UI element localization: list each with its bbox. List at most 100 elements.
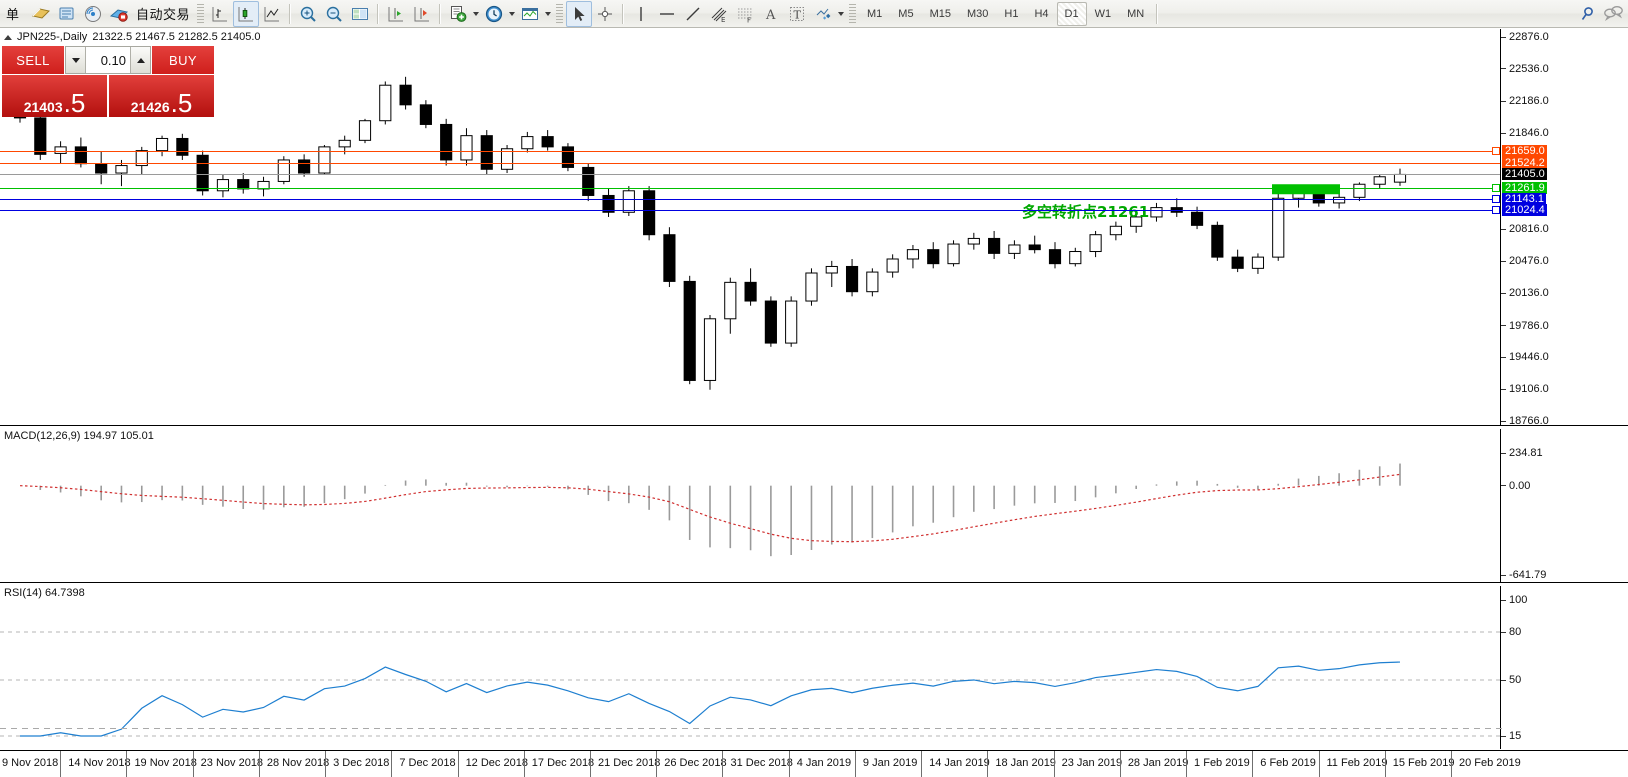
timeframe-d1[interactable]: D1 (1056, 1, 1087, 26)
autotrade-icon[interactable] (106, 1, 132, 27)
data-center-icon[interactable] (54, 1, 80, 27)
volume-input[interactable]: 0.10 (86, 47, 130, 73)
price-level-label[interactable]: 21261.9 (1502, 181, 1547, 194)
time-axis-separator (921, 751, 923, 777)
price-level-line[interactable] (0, 209, 1500, 211)
price-level-line[interactable] (0, 187, 1500, 189)
price-chart-pane[interactable]: 多空转折点21261 22876.0 22536.0 22186.0 21846.0 2… (0, 29, 1628, 427)
text-label-icon[interactable]: A (758, 1, 784, 27)
price-level-handle[interactable] (1492, 205, 1500, 214)
highlight-rectangle[interactable] (1272, 184, 1340, 195)
tile-windows-icon[interactable] (347, 1, 373, 27)
time-grid-tick (231, 728, 237, 729)
buy-price-decimal: .5 (170, 87, 193, 118)
price-level-line[interactable] (0, 198, 1500, 200)
candlestick-chart-icon[interactable] (233, 0, 260, 27)
time-grid-tick (418, 728, 424, 729)
candle-body (866, 271, 879, 293)
candle-body (947, 243, 960, 265)
price-level-label[interactable]: 21524.2 (1502, 157, 1547, 170)
toolbar-grip-3[interactable] (849, 3, 857, 24)
timeframe-w1[interactable]: W1 (1094, 7, 1112, 20)
collapse-triangle-icon[interactable] (4, 34, 12, 40)
chart-shift-icon[interactable] (383, 1, 409, 27)
buy-price[interactable]: 21426 .5 (109, 75, 214, 117)
price-axis[interactable]: 22876.0 22536.0 22186.0 21846.0 20816.0 20476… (1500, 29, 1628, 427)
equidistant-channel-icon[interactable]: E (706, 1, 732, 27)
volume-stepper[interactable]: 0.10 (65, 46, 151, 74)
price-level-line[interactable] (0, 150, 1500, 152)
time-grid-tick (1144, 728, 1150, 729)
zoom-in-icon[interactable] (295, 1, 321, 27)
candle-body (927, 249, 940, 265)
objects-icon[interactable] (810, 1, 836, 27)
price-level-handle[interactable] (1492, 183, 1500, 192)
timeframe-m30[interactable]: M30 (966, 7, 989, 20)
time-grid-tick (1166, 728, 1172, 729)
price-tick: 22876.0 (1501, 31, 1549, 43)
new-order-icon[interactable]: 单 (2, 1, 28, 27)
price-level-label[interactable]: 21659.0 (1502, 144, 1547, 157)
macd-pane[interactable]: MACD(12,26,9) 194.97 105.01 234.81 0.00 -6… (0, 429, 1628, 582)
time-grid-tick (319, 728, 325, 729)
svg-text:A: A (765, 8, 776, 23)
timeframe-mn[interactable]: MN (1127, 7, 1145, 20)
autotrade-label[interactable]: 自动交易 (136, 8, 191, 23)
cursor-icon[interactable] (566, 0, 593, 27)
fibonacci-icon[interactable]: F (732, 1, 758, 27)
time-axis[interactable]: 9 Nov 2018 14 Nov 2018 19 Nov 2018 23 Nov 2… (0, 750, 1628, 777)
periods-icon[interactable] (481, 1, 507, 27)
signals-icon[interactable] (80, 1, 106, 27)
time-axis-separator (1186, 751, 1188, 777)
price-level-label[interactable]: 21024.4 (1502, 203, 1547, 216)
horizontal-line-icon[interactable] (654, 1, 680, 27)
price-level-handle[interactable] (1492, 194, 1500, 203)
macd-axis: 234.81 0.00 -641.79 (1500, 429, 1628, 582)
price-level-label[interactable]: 21405.0 (1502, 168, 1547, 181)
periods-dropdown-caret[interactable] (509, 11, 516, 16)
vertical-line-icon[interactable] (628, 1, 654, 27)
timeframe-m5[interactable]: M5 (898, 7, 914, 20)
chat-icon[interactable] (1600, 1, 1626, 27)
candle-body (988, 237, 1001, 254)
buy-button[interactable]: BUY (152, 46, 214, 74)
objects-dropdown-caret[interactable] (838, 11, 845, 16)
time-grid-tick (649, 728, 655, 729)
timeframe-m1[interactable]: M1 (867, 7, 883, 20)
indicators-icon[interactable] (445, 1, 471, 27)
templates-icon[interactable] (517, 1, 543, 27)
trendline-icon[interactable] (680, 1, 706, 27)
timeframe-h4[interactable]: H4 (1034, 7, 1049, 20)
sell-price[interactable]: 21403 .5 (2, 75, 107, 117)
time-grid-tick (1309, 728, 1315, 729)
price-tick: 22186.0 (1501, 95, 1549, 107)
indicators-dropdown-caret[interactable] (473, 11, 480, 16)
time-grid-tick (858, 728, 864, 729)
toolbar-grip[interactable] (197, 3, 205, 24)
price-level-label[interactable]: 21143.1 (1502, 192, 1546, 205)
rsi-pane[interactable]: RSI(14) 64.7398 100 80 50 15 (0, 586, 1628, 749)
search-icon[interactable] (1574, 1, 1600, 27)
volume-decrease-button[interactable] (66, 47, 86, 73)
price-level-handle[interactable] (1492, 146, 1500, 155)
bar-chart-icon[interactable] (207, 1, 233, 27)
timeframe-m15[interactable]: M15 (929, 7, 951, 20)
time-axis-label: 23 Jan 2019 (1061, 757, 1123, 769)
auto-scroll-icon[interactable] (409, 1, 435, 27)
time-grid-tick (517, 728, 523, 729)
volume-increase-button[interactable] (130, 47, 150, 73)
text-icon[interactable]: T (784, 1, 810, 27)
price-level-line[interactable] (0, 163, 1500, 165)
time-grid-tick (913, 728, 919, 729)
templates-dropdown-caret[interactable] (545, 11, 552, 16)
macd-signal-line (19, 473, 1401, 543)
sell-button[interactable]: SELL (2, 46, 64, 74)
line-chart-icon[interactable] (259, 1, 285, 27)
price-level-line[interactable] (0, 174, 1500, 176)
zoom-out-icon[interactable] (321, 1, 347, 27)
data-folder-icon[interactable] (28, 1, 54, 27)
toolbar-grip-2[interactable] (556, 3, 564, 24)
crosshair-icon[interactable] (592, 1, 618, 27)
time-axis-separator (656, 751, 658, 777)
timeframe-h1[interactable]: H1 (1004, 7, 1019, 20)
